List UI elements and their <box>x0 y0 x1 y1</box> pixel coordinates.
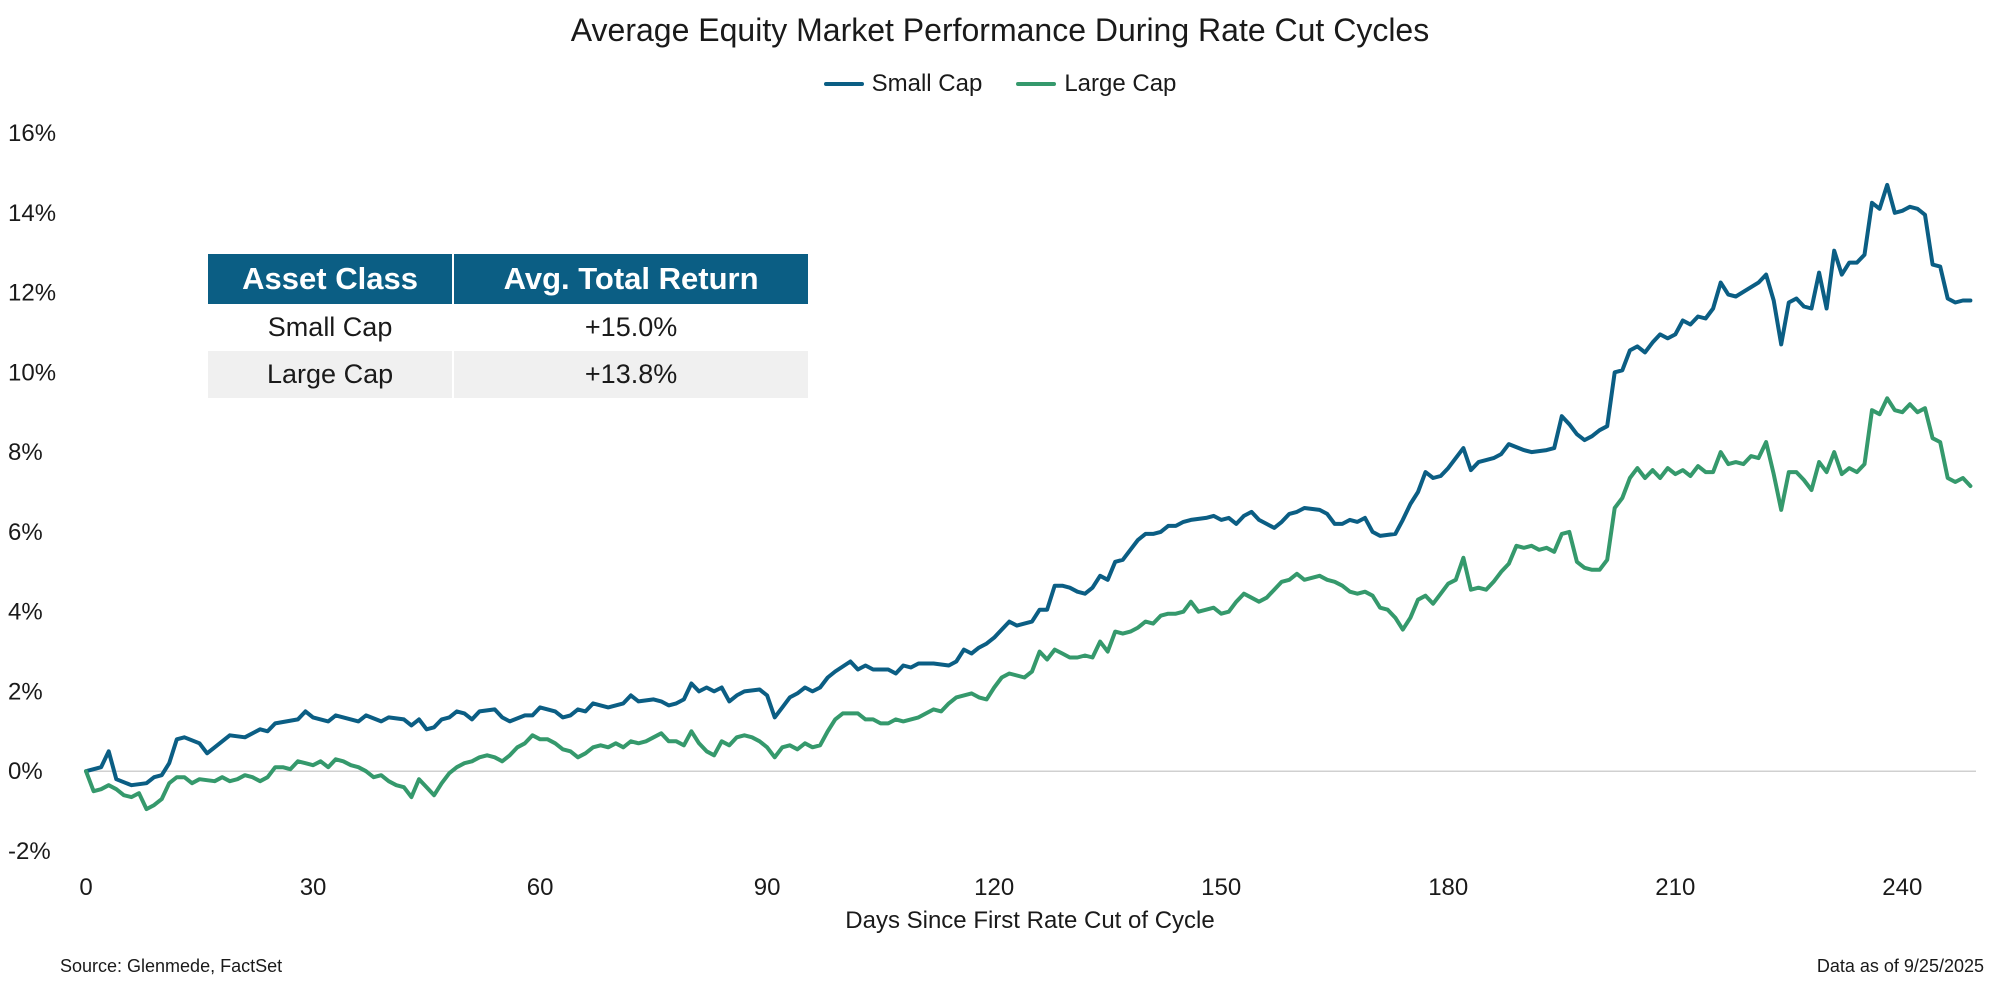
legend-swatch-small-cap <box>823 82 864 86</box>
source-note: Source: Glenmede, FactSet <box>60 956 283 976</box>
legend-swatch-large-cap <box>1016 82 1057 86</box>
y-tick-label: 10% <box>8 359 56 386</box>
summary-table: Asset Class Avg. Total Return Small Cap … <box>208 254 808 398</box>
y-tick-label: 4% <box>8 599 43 626</box>
table-row: Small Cap +15.0% <box>208 304 808 351</box>
series-line-large-cap <box>84 396 1973 812</box>
legend-label-large-cap: Large Cap <box>1064 70 1177 97</box>
y-tick-label: 2% <box>8 678 43 705</box>
y-axis: -2% 0% 2% 4% 6% 8% 10% 12% 14% 16% <box>8 120 56 865</box>
table-header-asset-class: Asset Class <box>208 254 454 304</box>
y-tick-label: 8% <box>8 439 43 466</box>
y-tick-label: 14% <box>8 200 56 227</box>
x-tick-label: 90 <box>754 874 781 901</box>
y-tick-label: 16% <box>8 120 56 147</box>
x-tick-label: 30 <box>300 874 327 901</box>
x-tick-label: 180 <box>1428 874 1468 901</box>
y-tick-label: 12% <box>8 280 56 307</box>
table-header-row: Asset Class Avg. Total Return <box>208 254 808 304</box>
legend-label-small-cap: Small Cap <box>871 70 983 97</box>
x-tick-label: 240 <box>1882 874 1922 901</box>
table-cell-asset: Large Cap <box>208 351 454 398</box>
series-layer <box>84 182 1973 812</box>
x-tick-label: 60 <box>527 874 554 901</box>
x-tick-label: 120 <box>974 874 1014 901</box>
x-tick-label: 210 <box>1655 874 1695 901</box>
table-header-avg-total-return: Avg. Total Return <box>452 254 808 304</box>
data-date-note: Data as of 9/25/2025 <box>1816 956 1984 976</box>
table-cell-return: +15.0% <box>452 304 808 351</box>
y-tick-label: -2% <box>8 838 51 865</box>
legend-item-small-cap: Small Cap <box>823 70 983 98</box>
x-axis-title: Days Since First Rate Cut of Cycle <box>845 907 1214 934</box>
x-tick-label: 150 <box>1201 874 1241 901</box>
table-row: Large Cap +13.8% <box>208 351 808 398</box>
series-line-small-cap <box>84 182 1973 788</box>
chart-title: Average Equity Market Performance During… <box>570 12 1430 48</box>
legend-item-large-cap: Large Cap <box>1016 70 1176 98</box>
y-tick-label: 6% <box>8 519 43 546</box>
y-tick-label: 0% <box>8 758 43 785</box>
table-cell-asset: Small Cap <box>267 312 393 342</box>
table-cell-return: +13.8% <box>452 351 808 398</box>
x-axis: 0 30 60 90 120 150 180 210 240 <box>79 874 1922 901</box>
chart-legend: Small Cap Large Cap <box>0 70 2000 98</box>
x-tick-label: 0 <box>79 874 92 901</box>
